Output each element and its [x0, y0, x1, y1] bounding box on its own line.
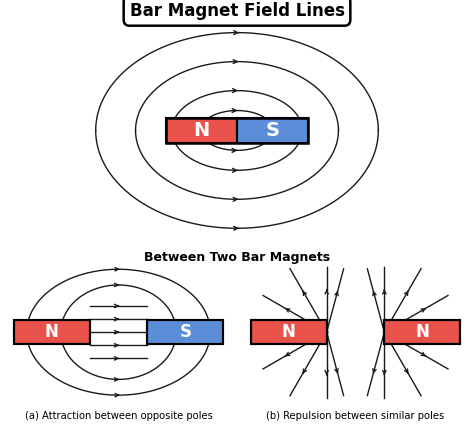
Bar [237, 118, 308, 143]
Text: N: N [193, 121, 210, 140]
Bar [14, 320, 90, 344]
Bar [384, 320, 460, 344]
Bar [147, 320, 223, 344]
Bar [166, 118, 237, 143]
Bar [14, 320, 90, 344]
Bar [384, 320, 460, 344]
Text: N: N [415, 323, 429, 341]
Bar [147, 320, 223, 344]
Text: (a) Attraction between opposite poles: (a) Attraction between opposite poles [25, 411, 212, 421]
Text: S: S [265, 121, 279, 140]
Text: Between Two Bar Magnets: Between Two Bar Magnets [144, 251, 330, 264]
Text: N: N [282, 323, 296, 341]
Bar [251, 320, 327, 344]
Bar [251, 320, 327, 344]
Text: Bar Magnet Field Lines: Bar Magnet Field Lines [129, 2, 345, 20]
Text: N: N [45, 323, 59, 341]
Text: (b) Repulsion between similar poles: (b) Repulsion between similar poles [266, 411, 445, 421]
Bar [166, 118, 308, 143]
Text: S: S [179, 323, 191, 341]
